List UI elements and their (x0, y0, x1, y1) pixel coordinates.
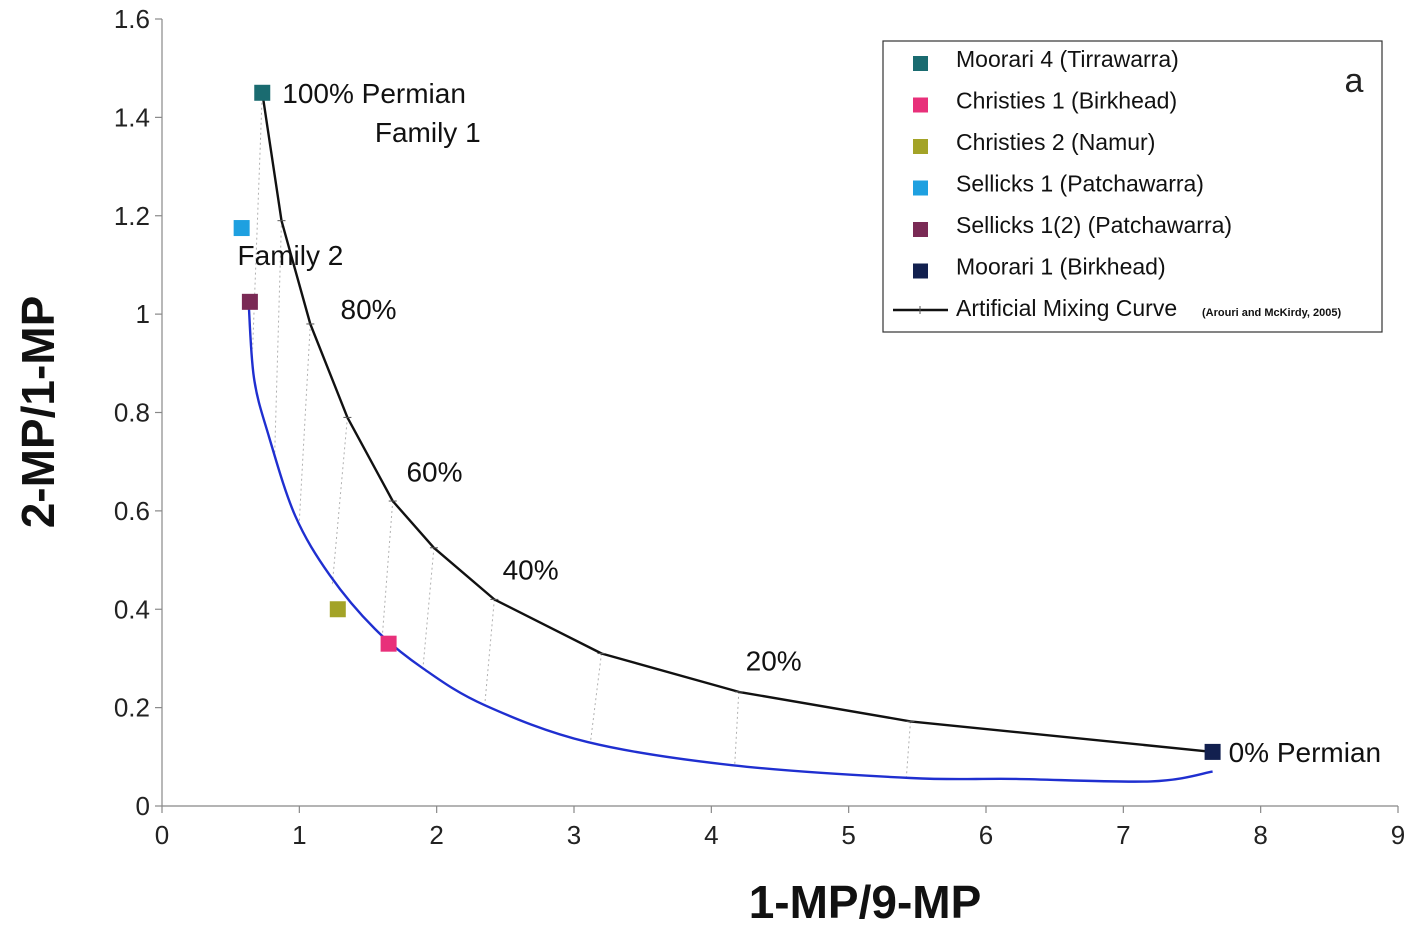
tie-line (589, 653, 602, 743)
y-tick-label: 0.8 (114, 398, 150, 428)
x-tick-label: 9 (1391, 820, 1405, 850)
legend-label-5: Sellicks 1(2) (Patchawarra) (956, 212, 1232, 238)
data-point-5 (241, 293, 258, 310)
annotation-label: Family 2 (238, 240, 344, 271)
x-tick-label: 1 (292, 820, 306, 850)
y-tick-label: 0 (136, 791, 150, 821)
legend-marker-5 (913, 222, 928, 237)
y-tick-label: 0.6 (114, 496, 150, 526)
y-tick-label: 0.4 (114, 594, 150, 624)
family2-curve (247, 299, 1213, 783)
legend-label-2: Christies 1 (Birkhead) (956, 88, 1177, 114)
y-tick-label: 1 (136, 299, 150, 329)
annotation-label: 60% (406, 456, 462, 487)
data-point-3 (329, 601, 346, 618)
y-tick-label: 1.4 (114, 102, 150, 132)
x-axis-title: 1-MP/9-MP (749, 876, 982, 928)
x-tick-label: 5 (841, 820, 855, 850)
legend-marker-1 (913, 56, 928, 71)
legend-marker-6 (913, 263, 928, 279)
annotation-label: 20% (746, 646, 802, 677)
data-point-6 (1204, 743, 1221, 760)
tie-line (274, 220, 282, 457)
legend-marker-2 (913, 97, 928, 113)
legend-marker-4 (913, 180, 928, 196)
tie-line (905, 721, 911, 778)
y-tick-label: 1.6 (114, 4, 150, 34)
annotation-label: 0% Permian (1229, 737, 1382, 768)
tie-line (381, 500, 394, 644)
tie-line (331, 417, 348, 585)
legend-label-6: Moorari 1 (Birkhead) (956, 254, 1166, 280)
data-point-1 (254, 84, 271, 101)
y-tick-label: 1.2 (114, 201, 150, 231)
x-tick-label: 4 (704, 820, 718, 850)
data-point-2 (380, 635, 397, 652)
annotation-label: 80% (341, 294, 397, 325)
annotation-label: 40% (503, 555, 559, 586)
legend-label-3: Christies 2 (Namur) (956, 129, 1155, 155)
tie-line (252, 92, 263, 349)
x-tick-label: 6 (979, 820, 993, 850)
panel-label: a (1345, 62, 1364, 100)
annotation-label: 100% Permian (282, 78, 466, 109)
x-tick-label: 0 (155, 820, 169, 850)
tie-line (734, 691, 740, 766)
x-tick-label: 8 (1253, 820, 1267, 850)
annotation-label: Family 1 (375, 117, 481, 148)
tie-line (298, 323, 311, 521)
y-axis-title: 2-MP/1-MP (12, 296, 64, 529)
y-tick-label: 0.2 (114, 693, 150, 723)
x-tick-label: 2 (429, 820, 443, 850)
x-tick-label: 3 (567, 820, 581, 850)
legend-citation: (Arouri and McKirdy, 2005) (1202, 307, 1341, 319)
legend-box (882, 40, 1383, 333)
legend-label-curve: Artificial Mixing Curve (956, 295, 1177, 321)
tie-line (422, 547, 435, 669)
legend-label-4: Sellicks 1 (Patchawarra) (956, 171, 1204, 197)
tie-line (484, 599, 495, 706)
data-point-4 (233, 220, 250, 237)
legend-marker-3 (913, 139, 928, 154)
legend-label-1: Moorari 4 (Tirrawarra) (956, 46, 1179, 72)
x-tick-label: 7 (1116, 820, 1130, 850)
